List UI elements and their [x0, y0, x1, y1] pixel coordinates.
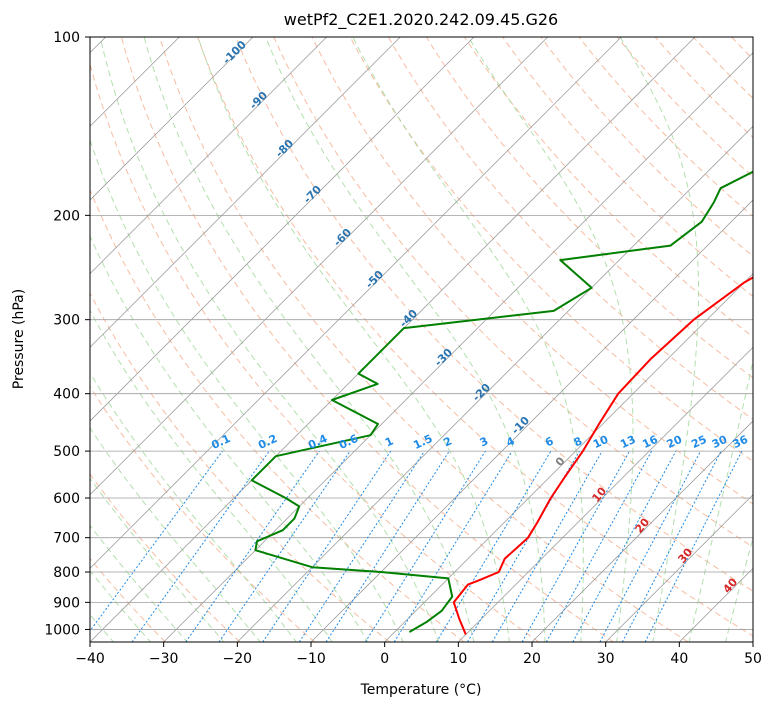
- moist-adiabat-line: [90, 524, 188, 642]
- y-axis-label: Pressure (hPa): [11, 289, 27, 389]
- dry-adiabat-line: [311, 37, 753, 505]
- moist-adiabat-line: [90, 138, 404, 642]
- mixing-ratio-line: [364, 450, 486, 642]
- isotherm-line: [90, 37, 622, 569]
- mixing-ratio-label: 30: [710, 433, 730, 451]
- x-tick-label: −40: [75, 651, 105, 667]
- mixing-ratio-line: [491, 450, 603, 642]
- x-tick-label: 20: [523, 651, 541, 667]
- axis-ticks: −40 −30 −20 −10 0 10 20 30 40 50 100 200 300 400 500 60…: [44, 30, 762, 667]
- isotherm-line: [310, 199, 753, 642]
- mixing-ratio-label: 16: [640, 433, 660, 451]
- dry-adiabat-line: [90, 62, 540, 642]
- isotherm-line: [384, 273, 753, 642]
- mixing-ratio-line: [393, 450, 513, 642]
- mixing-ratio-label: 10: [591, 433, 611, 451]
- dry-adiabat-line: [235, 37, 753, 592]
- dry-adiabat-line: [463, 37, 753, 338]
- moist-adiabat-line: [99, 37, 440, 642]
- isotherm-line: [90, 37, 401, 348]
- moist-adiabat-line: [467, 37, 634, 642]
- isotherm-line: [605, 494, 753, 642]
- dry-adiabat-line: [273, 37, 753, 548]
- mixing-ratio-line: [572, 450, 677, 642]
- moist-adiabat-line: [90, 235, 369, 642]
- moist-adiabat-line: [725, 536, 753, 642]
- mixing-ratio-label: 36: [731, 433, 751, 451]
- y-tick-label: 800: [53, 565, 80, 581]
- isotherm-line: [458, 346, 753, 642]
- y-tick-label: 900: [53, 595, 80, 611]
- moist-adiabat-line: [619, 37, 699, 642]
- isotherm-line: [90, 37, 548, 496]
- isotherm-line: [163, 52, 753, 642]
- mixing-ratio-line: [325, 450, 450, 642]
- dewpoint-profile-line: [250, 170, 753, 633]
- mixing-ratio-line: [185, 450, 320, 642]
- temperature-profile-line: [452, 276, 753, 635]
- moist-adiabat-line: [90, 477, 225, 642]
- moist-adiabat-line: [265, 37, 546, 642]
- dry-adiabat-line: [502, 37, 753, 298]
- moist-adiabat-line: [143, 37, 475, 642]
- y-tick-label: 400: [53, 387, 80, 403]
- isotherm-line: [90, 37, 254, 201]
- moist-adiabat-line: [197, 37, 510, 642]
- mixing-ratio-label: 13: [618, 433, 637, 451]
- x-axis-label: Temperature (°C): [360, 682, 482, 698]
- x-tick-label: 30: [597, 651, 615, 667]
- y-tick-label: 100: [53, 30, 80, 46]
- dry-adiabat-line: [197, 37, 753, 637]
- x-tick-label: 10: [449, 651, 467, 667]
- chart-title: wetPf2_C2E1.2020.242.09.45.G26: [284, 10, 558, 30]
- x-tick-label: 40: [670, 651, 688, 667]
- y-tick-label: 500: [53, 444, 80, 460]
- dry-adiabat-line: [90, 385, 316, 642]
- isotherm-line: [237, 125, 753, 642]
- moist-adiabat-line: [90, 427, 261, 642]
- x-tick-label: 0: [380, 651, 389, 667]
- mixing-ratio-line: [131, 450, 270, 642]
- y-tick-label: 700: [53, 531, 80, 547]
- mixing-ratio-line: [545, 450, 653, 642]
- dry-adiabat-line: [120, 37, 614, 642]
- moist-adiabat-line: [688, 358, 753, 642]
- x-tick-label: −30: [149, 651, 179, 667]
- background-lines: [90, 37, 753, 642]
- moist-adiabat-line: [90, 309, 333, 642]
- mixing-ratio-label: 25: [689, 433, 708, 451]
- x-tick-label: −20: [223, 651, 253, 667]
- x-tick-label: −10: [296, 651, 326, 667]
- isotherm-line: [90, 37, 327, 275]
- mixing-ratio-line: [521, 450, 630, 642]
- series-layer: [250, 170, 753, 635]
- dry-adiabat-line: [158, 37, 689, 642]
- x-tick-label: 50: [744, 651, 762, 667]
- mixing-ratio-line: [218, 450, 351, 642]
- y-tick-label: 1000: [44, 622, 80, 638]
- y-tick-label: 200: [53, 208, 80, 224]
- mixing-ratio-label: 20: [665, 433, 685, 451]
- moist-adiabat-line: [90, 569, 152, 642]
- mixing-ratio-line: [90, 450, 223, 632]
- isotherm-line: [531, 420, 753, 642]
- y-tick-label: 300: [53, 313, 80, 329]
- dry-adiabat-line: [90, 292, 390, 642]
- y-tick-label: 600: [53, 491, 80, 507]
- isotherm-line: [90, 37, 475, 422]
- plot-frame: [89, 36, 754, 643]
